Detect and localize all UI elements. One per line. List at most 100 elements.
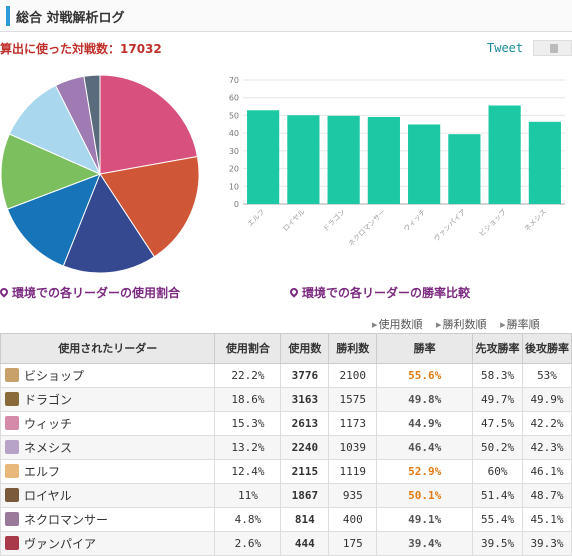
x-tick-label: エルフ [246,208,267,229]
first-win-rate: 60% [472,459,523,484]
page-header: 総合 対戦解析ログ [0,0,572,32]
pie-slice[interactable] [0,133,102,210]
table-header-row: 使用されたリーダー 使用割合 使用数 勝利数 勝率 先攻勝率 後攻勝率 [0,333,572,364]
header-accent-bar [6,6,10,26]
bar[interactable] [287,115,320,204]
bar[interactable] [448,134,481,204]
y-tick-label: 10 [229,182,239,191]
leader-avatar [5,416,19,430]
win-count: 175 [328,531,378,556]
x-tick-label: ビショップ [477,207,508,238]
first-win-rate: 58.3% [472,363,523,388]
leader-avatar [5,464,19,478]
leader-avatar [5,392,19,406]
bar[interactable] [488,105,521,204]
usage-ratio: 18.6% [214,387,282,412]
pie-slice[interactable] [99,74,199,175]
col-wins[interactable]: 勝利数 [328,333,378,364]
sort-links: 使用数順 勝利数順 勝率順 [372,316,550,332]
win-rate: 49.8% [376,387,474,412]
col-leader[interactable]: 使用されたリーダー [0,333,216,364]
leader-label: ネクロマンサー [24,513,109,527]
leader-winrate-bar-chart: 0 10 20 30 40 50 60 70 エルフ ロイヤル ドラゴン ネクロマンサー ウィッチ ヴァン… [229,76,565,248]
sort-by-wins[interactable]: 勝利数順 [436,318,487,331]
page-title: 総合 対戦解析ログ [16,11,125,26]
leader-avatar [5,368,19,382]
map-pin-icon [0,286,10,298]
table-row: ドラゴン 18.6% 3163 1575 49.8% 49.7% 49.9% [0,387,572,412]
win-rate: 46.4% [376,435,474,460]
bar[interactable] [528,121,561,204]
table-row: エルフ 12.4% 2115 1119 52.9% 60% 46.1% [0,459,572,484]
second-win-rate: 45.1% [522,507,572,532]
win-count: 1039 [328,435,378,460]
pie-slice[interactable] [8,84,102,176]
use-count: 2115 [280,459,330,484]
leader-avatar [5,440,19,454]
usage-ratio: 2.6% [214,531,282,556]
usage-ratio: 11% [214,483,282,508]
map-pin-icon [288,286,300,298]
win-count: 400 [328,507,378,532]
leader-avatar [5,536,19,550]
usage-ratio: 15.3% [214,411,282,436]
bar[interactable] [408,124,441,204]
sort-by-winrate[interactable]: 勝率順 [500,318,540,331]
first-win-rate: 47.5% [472,411,523,436]
pie-slice[interactable] [99,155,200,258]
pie-slice[interactable] [6,173,101,267]
table-row: ネクロマンサー 4.8% 814 400 49.1% 55.4% 45.1% [0,507,572,532]
table-row: ヴァンパイア 2.6% 444 175 39.4% 39.5% 39.3% [0,531,572,556]
leader-name: ネメシス [0,435,216,460]
x-tick-label: ウィッチ [402,208,427,233]
leader-usage-pie-chart [0,74,200,274]
first-win-rate: 55.4% [472,507,523,532]
leader-label: ドラゴン [24,393,73,407]
col-uses[interactable]: 使用数 [280,333,330,364]
use-count: 2240 [280,435,330,460]
first-win-rate: 50.2% [472,435,523,460]
y-tick-label: 20 [229,165,239,174]
usage-ratio: 22.2% [214,363,282,388]
pie-slice[interactable] [83,74,101,175]
leader-name: エルフ [0,459,216,484]
win-rate: 55.6% [376,363,474,388]
leader-stats-table: 使用されたリーダー 使用割合 使用数 勝利数 勝率 先攻勝率 後攻勝率 ビショッ… [0,333,572,556]
bar[interactable] [247,110,280,204]
use-count: 3163 [280,387,330,412]
sort-by-uses[interactable]: 使用数順 [372,318,423,331]
usage-ratio: 13.2% [214,435,282,460]
first-win-rate: 51.4% [472,483,523,508]
leader-avatar [5,488,19,502]
pie-slice[interactable] [62,172,155,274]
col-first[interactable]: 先攻勝率 [472,333,523,364]
col-winrate[interactable]: 勝率 [376,333,474,364]
x-tick-label: ネクロマンサー [347,208,387,248]
win-count: 2100 [328,363,378,388]
leader-label: ウィッチ [24,417,73,431]
second-win-rate: 49.9% [522,387,572,412]
use-count: 2613 [280,411,330,436]
leader-name: ウィッチ [0,411,216,436]
win-rate: 49.1% [376,507,474,532]
x-tick-label: ロイヤル [281,208,306,233]
col-ratio[interactable]: 使用割合 [214,333,282,364]
battle-count: 算出に使った対戦数：17032 [0,42,162,56]
leader-name: ヴァンパイア [0,531,216,556]
bar[interactable] [327,115,360,204]
use-count: 1867 [280,483,330,508]
x-tick-label: ネメシス [523,208,548,233]
tweet-link[interactable]: Tweet [487,41,524,55]
share-icon[interactable] [533,40,572,56]
col-second[interactable]: 後攻勝率 [522,333,572,364]
leader-label: ロイヤル [24,489,72,503]
use-count: 3776 [280,363,330,388]
second-win-rate: 53% [522,363,572,388]
table-row: ウィッチ 15.3% 2613 1173 44.9% 47.5% 42.2% [0,411,572,436]
bar[interactable] [367,117,400,204]
table-row: ネメシス 13.2% 2240 1039 46.4% 50.2% 42.3% [0,435,572,460]
x-tick-label: ドラゴン [321,207,347,233]
table-row: ロイヤル 11% 1867 935 50.1% 51.4% 48.7% [0,483,572,508]
win-count: 1575 [328,387,378,412]
win-count: 1173 [328,411,378,436]
